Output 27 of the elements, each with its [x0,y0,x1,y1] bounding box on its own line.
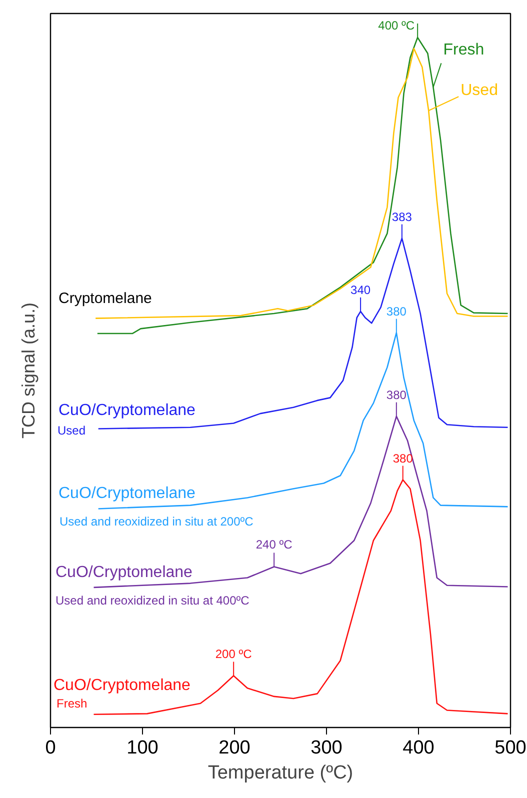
annotation: 383 [392,210,412,224]
series-label: CuO/Cryptomelane [58,402,196,419]
annotation: 200 ºC [215,646,252,661]
series-label: CuO/Cryptomelane [54,677,191,694]
x-tick-label: 100 [126,738,158,758]
x-tick-label: 400 [402,738,434,758]
x-tick-label: 200 [218,738,250,758]
series-label: Fresh [443,42,484,59]
annotation: Fresh [56,696,88,710]
y-axis-title: TCD signal (a.u.) [18,302,38,439]
annotation: 240 ºC [256,538,293,552]
series-label: CuO/Cryptomelane [58,485,196,502]
annotation: 340 [350,282,371,297]
x-tick-label: 300 [310,738,342,758]
annotation: Used and reoxidized in situ at 400ºC [56,594,250,608]
annotation: 380 [392,451,414,466]
annotation: Cryptomelane [58,290,152,307]
x-axis-title: Temperature (ºC) [208,762,354,784]
x-tick-label: 0 [45,738,56,758]
annotation: 380 [386,388,407,402]
annotation: 400 ºC [378,18,415,32]
annotation: Used and reoxidized in situ at 200ºC [60,514,254,528]
annotation: 380 [386,304,407,318]
x-tick-label: 500 [494,738,526,758]
text: Used [460,82,498,100]
series-label: CuO/Cryptomelane [56,564,193,581]
annotation: Used [58,424,86,438]
